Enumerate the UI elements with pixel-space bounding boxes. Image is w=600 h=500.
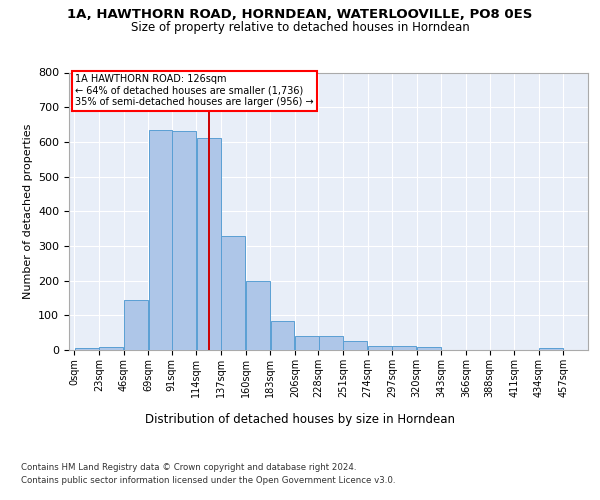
Bar [221,236,245,350]
Text: Size of property relative to detached houses in Horndean: Size of property relative to detached ho… [131,21,469,34]
Text: 1A, HAWTHORN ROAD, HORNDEAN, WATERLOOVILLE, PO8 0ES: 1A, HAWTHORN ROAD, HORNDEAN, WATERLOOVIL… [67,8,533,20]
Bar [295,336,319,350]
Bar [392,346,416,350]
Y-axis label: Number of detached properties: Number of detached properties [23,124,32,299]
Bar [539,348,563,350]
Bar [149,130,172,350]
Bar [417,346,441,350]
Bar [368,346,392,350]
Text: 1A HAWTHORN ROAD: 126sqm
← 64% of detached houses are smaller (1,736)
35% of sem: 1A HAWTHORN ROAD: 126sqm ← 64% of detach… [76,74,314,108]
Bar [271,321,295,350]
Bar [246,280,270,350]
Bar [343,342,367,350]
Bar [319,336,343,350]
Bar [197,138,221,350]
Bar [172,132,196,350]
Bar [124,300,148,350]
Text: Contains public sector information licensed under the Open Government Licence v3: Contains public sector information licen… [21,476,395,485]
Text: Contains HM Land Registry data © Crown copyright and database right 2024.: Contains HM Land Registry data © Crown c… [21,462,356,471]
Text: Distribution of detached houses by size in Horndean: Distribution of detached houses by size … [145,412,455,426]
Bar [99,346,123,350]
Bar [74,348,98,350]
